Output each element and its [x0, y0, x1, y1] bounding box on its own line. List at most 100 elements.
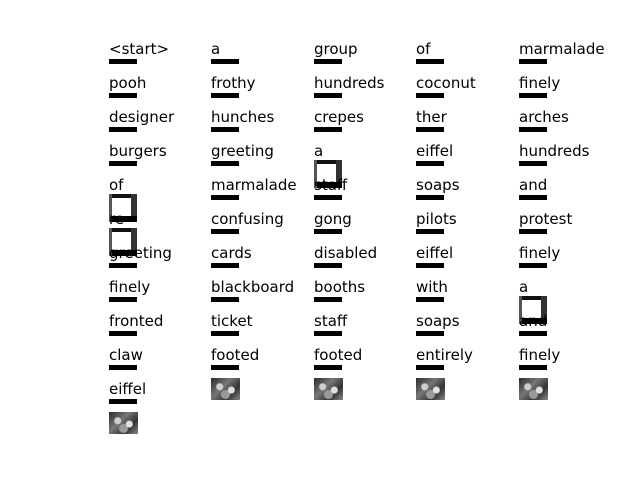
caption-word: confusing — [211, 210, 284, 228]
caption-word: of — [416, 40, 431, 58]
caption-cell: arches — [519, 108, 622, 142]
caption-word: arches — [519, 108, 569, 126]
caption-cell: finely — [519, 244, 622, 278]
caption-word: a — [314, 142, 324, 160]
attention-map — [211, 93, 239, 98]
caption-column: a frothy hunches greeting marmalade confusing… — [211, 0, 314, 480]
image-thumbnail — [211, 378, 240, 400]
caption-cell: footed — [314, 346, 417, 380]
caption-word: burgers — [109, 142, 167, 160]
attention-map — [211, 195, 239, 200]
attention-map — [416, 127, 444, 132]
attention-map — [416, 195, 444, 200]
caption-cell: footed — [211, 346, 314, 380]
caption-word: <start> — [109, 40, 170, 58]
caption-cell: finely — [519, 74, 622, 108]
caption-word: ticket — [211, 312, 253, 330]
caption-cell: re — [109, 210, 212, 256]
attention-map — [109, 263, 137, 268]
caption-word: a — [519, 278, 529, 296]
caption-word: booths — [314, 278, 366, 296]
attention-map — [314, 263, 342, 268]
caption-word: marmalade — [211, 176, 297, 194]
attention-map — [416, 331, 444, 336]
caption-cell: hunches — [211, 108, 314, 142]
attention-map — [314, 365, 342, 370]
caption-cell: entirely — [416, 346, 519, 380]
caption-word: and — [519, 176, 548, 194]
caption-word: footed — [314, 346, 363, 364]
attention-map — [211, 297, 239, 302]
attention-map — [109, 93, 137, 98]
caption-word: soaps — [416, 312, 460, 330]
caption-cell: coconut — [416, 74, 519, 108]
attention-map — [519, 195, 547, 200]
caption-word: finely — [519, 74, 561, 92]
attention-map — [109, 194, 137, 222]
caption-word: coconut — [416, 74, 476, 92]
caption-word: pilots — [416, 210, 457, 228]
caption-word: gong — [314, 210, 352, 228]
caption-word: pooh — [109, 74, 147, 92]
caption-word: of — [109, 176, 124, 194]
caption-word: hundreds — [314, 74, 385, 92]
caption-cell: eiffel — [416, 244, 519, 278]
caption-cell: greeting — [109, 244, 212, 278]
caption-cell: staff — [314, 176, 417, 210]
caption-cell: a — [211, 40, 314, 74]
caption-column: marmalade finely arches hundreds and protest f… — [519, 0, 622, 480]
caption-word: claw — [109, 346, 143, 364]
caption-word: marmalade — [519, 40, 605, 58]
attention-map — [416, 59, 444, 64]
attention-map — [314, 229, 342, 234]
caption-word: with — [416, 278, 448, 296]
attention-map — [109, 365, 137, 370]
caption-cell: blackboard — [211, 278, 314, 312]
caption-cell: gong — [314, 210, 417, 244]
caption-cell: claw — [109, 346, 212, 380]
caption-word: eiffel — [109, 380, 147, 398]
attention-map — [416, 93, 444, 98]
caption-cell: burgers — [109, 142, 212, 176]
attention-map — [314, 127, 342, 132]
attention-map — [416, 161, 444, 166]
attention-map — [314, 331, 342, 336]
attention-map — [109, 331, 137, 336]
attention-map — [109, 228, 137, 256]
attention-map — [519, 365, 547, 370]
caption-word: greeting — [211, 142, 274, 160]
attention-map — [416, 263, 444, 268]
caption-cell: finely — [519, 346, 622, 380]
attention-map — [416, 229, 444, 234]
attention-map — [109, 59, 137, 64]
caption-word: frothy — [211, 74, 256, 92]
attention-map — [416, 365, 444, 370]
caption-word: eiffel — [416, 142, 454, 160]
caption-word: blackboard — [211, 278, 295, 296]
caption-cell: greeting — [211, 142, 314, 176]
caption-word: soaps — [416, 176, 460, 194]
attention-map — [211, 263, 239, 268]
caption-cell: marmalade — [519, 40, 622, 74]
caption-word: finely — [109, 278, 151, 296]
attention-map — [211, 365, 239, 370]
caption-cell: of — [109, 176, 212, 222]
caption-word: ther — [416, 108, 447, 126]
caption-cell: with — [416, 278, 519, 312]
attention-map — [519, 127, 547, 132]
caption-word: hundreds — [519, 142, 590, 160]
caption-word: greeting — [109, 244, 172, 262]
caption-word: hunches — [211, 108, 275, 126]
caption-cell: staff — [314, 312, 417, 346]
caption-word: entirely — [416, 346, 473, 364]
image-thumbnail — [314, 378, 343, 400]
attention-map — [109, 127, 137, 132]
caption-cell: ther — [416, 108, 519, 142]
attention-map — [519, 263, 547, 268]
caption-cell: of — [416, 40, 519, 74]
caption-word: cards — [211, 244, 252, 262]
caption-cell: marmalade — [211, 176, 314, 210]
caption-word: designer — [109, 108, 175, 126]
caption-cell: ticket — [211, 312, 314, 346]
caption-cell: pilots — [416, 210, 519, 244]
